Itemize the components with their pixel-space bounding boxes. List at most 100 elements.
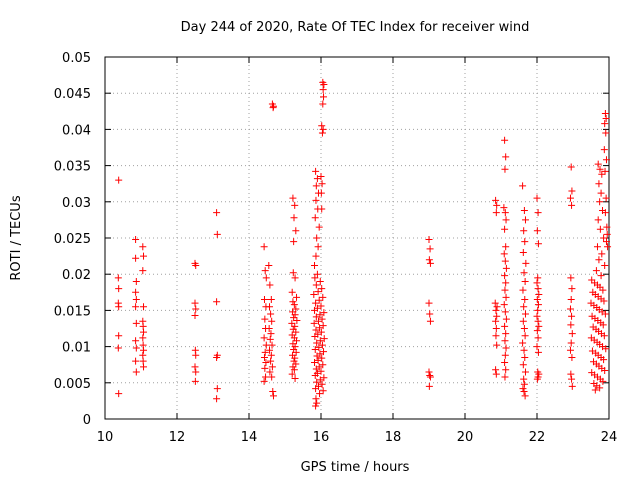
data-point xyxy=(265,325,273,332)
data-point xyxy=(290,357,298,365)
data-point xyxy=(603,223,611,231)
data-point xyxy=(316,277,324,285)
data-point xyxy=(601,120,609,128)
x-tick-label: 20 xyxy=(457,430,474,445)
data-point xyxy=(596,198,604,206)
data-point xyxy=(291,374,299,382)
data-point xyxy=(426,373,434,381)
data-point xyxy=(519,286,527,294)
data-point xyxy=(290,366,298,374)
data-point xyxy=(317,189,325,197)
data-point xyxy=(492,370,500,378)
data-point xyxy=(114,274,122,282)
data-point xyxy=(260,243,268,251)
data-point xyxy=(521,353,529,361)
data-point xyxy=(602,194,610,202)
data-point xyxy=(261,348,269,356)
data-point xyxy=(288,288,296,296)
data-point xyxy=(568,353,576,361)
data-point xyxy=(502,315,510,323)
data-point xyxy=(502,293,510,301)
data-point xyxy=(521,310,529,318)
data-point xyxy=(567,370,575,378)
data-point xyxy=(568,382,576,390)
data-point xyxy=(501,308,509,316)
data-point xyxy=(269,104,277,112)
data-point xyxy=(293,337,301,345)
data-point xyxy=(566,346,574,354)
data-point xyxy=(595,180,603,188)
data-point xyxy=(192,351,200,359)
data-point xyxy=(318,285,326,293)
data-point xyxy=(318,180,326,188)
chart-title: Day 244 of 2020, Rate Of TEC Index for r… xyxy=(181,20,530,35)
data-point xyxy=(268,341,276,349)
data-point xyxy=(268,363,276,371)
data-point xyxy=(132,235,140,243)
data-point xyxy=(139,267,147,275)
data-point xyxy=(291,354,299,362)
data-point xyxy=(600,146,608,154)
data-point xyxy=(520,206,528,214)
data-point xyxy=(311,372,319,380)
data-point xyxy=(533,227,541,235)
data-point xyxy=(425,368,433,376)
data-point xyxy=(312,299,320,307)
data-point xyxy=(115,332,123,340)
axis-ticks: 10 12 14 16 18 20 22 24 0 0.005 0.01 0.015 0.02 0.025… xyxy=(54,51,617,445)
data-point xyxy=(533,296,541,304)
data-point xyxy=(521,368,529,376)
data-point xyxy=(502,279,510,287)
data-point xyxy=(533,327,541,335)
data-point xyxy=(600,297,608,305)
data-point xyxy=(534,348,542,356)
data-point xyxy=(567,296,575,304)
data-point xyxy=(288,319,296,327)
data-point xyxy=(521,392,529,400)
data-point xyxy=(593,243,601,251)
data-point xyxy=(599,321,607,329)
data-point xyxy=(313,270,321,278)
data-point xyxy=(521,216,529,224)
data-point xyxy=(568,201,576,209)
data-point xyxy=(600,356,608,364)
data-point xyxy=(267,296,275,304)
data-point xyxy=(267,330,275,338)
data-point xyxy=(213,298,221,306)
data-point xyxy=(288,370,296,378)
data-point xyxy=(596,165,604,173)
data-point xyxy=(316,337,324,345)
y-tick-label: 0.04 xyxy=(62,123,91,138)
data-point xyxy=(318,354,326,362)
data-point xyxy=(292,227,300,235)
data-point xyxy=(262,274,270,282)
data-point xyxy=(521,332,529,340)
data-point xyxy=(533,194,541,202)
data-point xyxy=(566,194,574,202)
data-point xyxy=(567,274,575,282)
data-point xyxy=(260,334,268,342)
data-point xyxy=(261,315,269,323)
data-point xyxy=(520,325,528,332)
data-point xyxy=(318,129,326,137)
data-point xyxy=(521,238,529,246)
y-tick-label: 0.035 xyxy=(54,160,91,175)
data-point xyxy=(290,301,298,309)
data-point xyxy=(592,267,600,275)
data-point xyxy=(320,81,328,89)
data-point xyxy=(588,276,596,284)
data-point xyxy=(521,296,529,304)
data-point xyxy=(316,311,324,319)
data-point xyxy=(132,337,140,345)
data-point xyxy=(192,262,200,270)
data-point xyxy=(318,380,326,388)
data-point xyxy=(520,375,528,383)
data-point xyxy=(520,227,528,235)
data-point xyxy=(501,286,509,294)
data-point xyxy=(192,368,200,376)
y-axis-label: ROTI / TECUs xyxy=(9,195,24,280)
data-point xyxy=(115,303,123,311)
data-point xyxy=(568,312,576,320)
data-point xyxy=(604,243,612,251)
data-point xyxy=(315,223,323,231)
